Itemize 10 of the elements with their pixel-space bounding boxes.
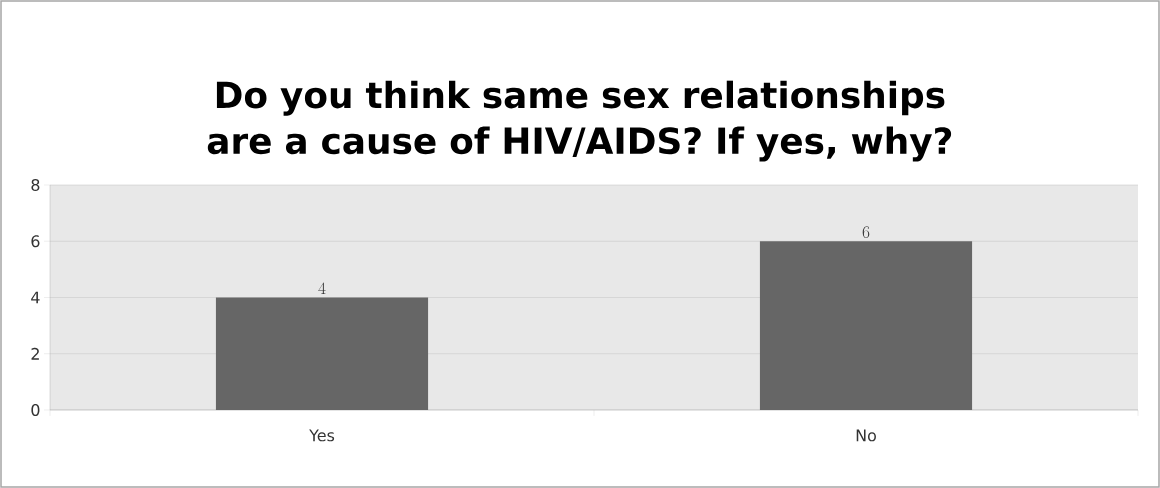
x-tick-label: No [856,429,876,442]
y-tick-label: 2 [31,347,39,360]
y-tick-label: 4 [31,291,40,304]
x-tick-label: Yes [309,429,335,442]
chart-title: Do you think same sex relationships are a cause of HIV/AIDS? If yes, why? [207,80,952,162]
y-tick-label: 6 [31,235,40,248]
data-label: 4 [318,282,326,294]
y-tick-label: 0 [31,403,40,417]
data-label: 6 [862,226,870,238]
y-tick-label: 8 [31,178,40,192]
